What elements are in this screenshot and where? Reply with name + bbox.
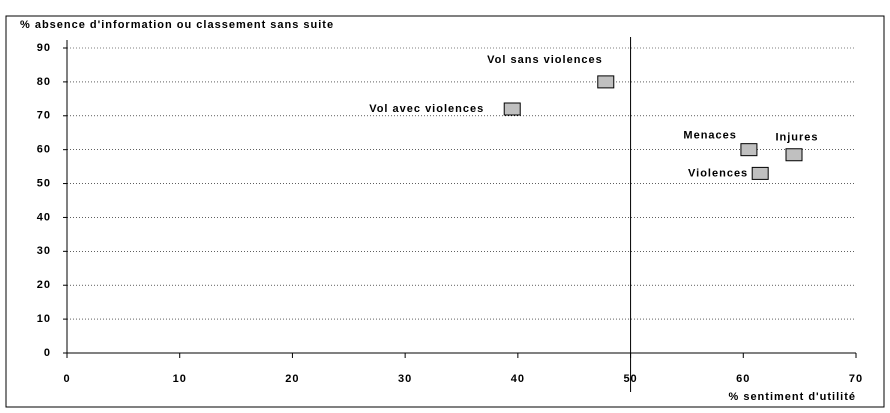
point — [740, 143, 758, 157]
x-tick-label: 0 — [63, 373, 70, 385]
y-tick-label: 50 — [37, 177, 51, 189]
y-tick-label: 90 — [37, 42, 51, 54]
x-tick-label: 70 — [849, 373, 863, 385]
x-tick-label: 60 — [736, 373, 750, 385]
x-tick-label: 30 — [398, 373, 412, 385]
point-label: Vol sans violences — [487, 54, 603, 66]
x-tick-label: 40 — [511, 373, 525, 385]
point — [597, 75, 615, 89]
point — [751, 166, 769, 180]
point — [785, 148, 803, 162]
frame — [5, 15, 885, 408]
y-tick-label: 70 — [37, 110, 51, 122]
point-label: Vol avec violences — [369, 103, 484, 115]
y-tick-label: 60 — [37, 144, 51, 156]
point — [503, 102, 521, 116]
y-tick-label: 10 — [37, 313, 51, 325]
x-tick-label: 10 — [173, 373, 187, 385]
y-axis-label: % absence d'information ou classement sa… — [20, 19, 334, 31]
y-tick-label: 80 — [37, 76, 51, 88]
y-tick-label: 40 — [37, 211, 51, 223]
y-tick-label: 20 — [37, 279, 51, 291]
point-label: Violences — [688, 167, 748, 179]
x-axis-label: % sentiment d'utilité — [728, 391, 856, 403]
y-tick-label: 30 — [37, 245, 51, 257]
x-tick-label: 20 — [285, 373, 299, 385]
y-tick-label: 0 — [44, 347, 51, 359]
point-label: Injures — [775, 132, 818, 144]
point-label: Menaces — [683, 130, 736, 142]
